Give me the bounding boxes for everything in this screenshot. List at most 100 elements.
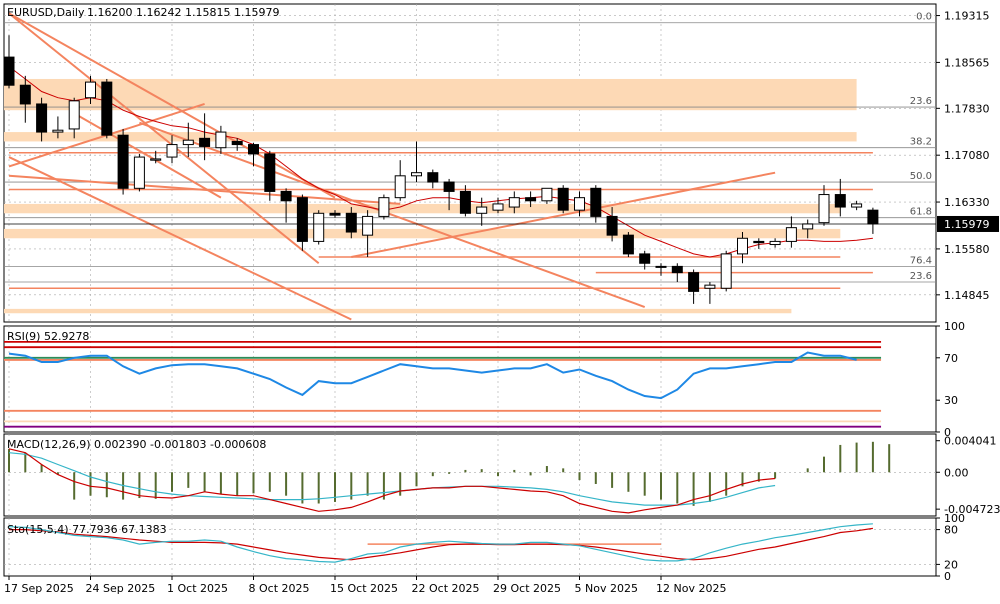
bullish-candle bbox=[362, 215, 374, 236]
trendlines bbox=[8, 12, 776, 321]
price-zone bbox=[4, 228, 841, 239]
bearish-candle bbox=[459, 190, 471, 214]
bullish-candle bbox=[769, 240, 781, 246]
macd-tick-label: 0.004041 bbox=[944, 435, 997, 448]
bearish-candle bbox=[590, 187, 602, 217]
sto-signal-line bbox=[9, 527, 873, 561]
rsi-tick-label: 100 bbox=[944, 320, 965, 333]
trendline bbox=[139, 121, 646, 308]
bearish-candle bbox=[688, 272, 700, 292]
bullish-candle bbox=[52, 129, 64, 133]
bullish-candle bbox=[394, 175, 406, 199]
y-tick-label: 1.17080 bbox=[944, 149, 990, 162]
bullish-candle bbox=[704, 284, 716, 289]
bullish-candle bbox=[68, 100, 80, 130]
sto-tick-label: 0 bbox=[944, 570, 951, 583]
trendline bbox=[8, 12, 336, 199]
bullish-candle bbox=[574, 197, 585, 211]
bullish-candle bbox=[476, 206, 488, 214]
x-tick-label: 22 Oct 2025 bbox=[412, 582, 480, 595]
fib-level-label: 23.6 bbox=[910, 271, 932, 282]
x-tick-label: 24 Sep 2025 bbox=[86, 582, 156, 595]
bullish-candle bbox=[492, 203, 504, 211]
macd-label: MACD(12,26,9) 0.002390 -0.001803 -0.0006… bbox=[7, 438, 266, 451]
rsi-line bbox=[8, 351, 857, 400]
bullish-candle bbox=[802, 223, 814, 230]
rsi-pane-frame bbox=[3, 325, 937, 433]
y-tick-label: 1.17830 bbox=[944, 102, 990, 115]
bearish-candle bbox=[199, 137, 211, 147]
current-price-marker: 1.15979 bbox=[4, 215, 999, 232]
bearish-candle bbox=[639, 253, 651, 264]
rsi-label: RSI(9) 52.9278 bbox=[7, 330, 89, 343]
x-tick-label: 12 Nov 2025 bbox=[656, 582, 726, 595]
y-tick-label: 1.19315 bbox=[944, 10, 990, 23]
bullish-candle bbox=[818, 194, 830, 224]
bearish-candle bbox=[19, 84, 31, 105]
price-zone bbox=[4, 203, 841, 214]
symbol-label: EURUSD,Daily bbox=[7, 6, 85, 19]
trendline bbox=[8, 156, 352, 321]
bearish-candle bbox=[329, 212, 341, 216]
y-tick-label: 1.16330 bbox=[944, 196, 990, 209]
macd-line bbox=[8, 448, 776, 514]
rsi-tick-label: 0 bbox=[944, 426, 951, 439]
macd-tick-label: -0.004723 bbox=[944, 503, 1000, 516]
sto-main-line bbox=[8, 523, 873, 563]
bullish-candle bbox=[655, 265, 667, 268]
bullish-candle bbox=[785, 227, 797, 242]
macd-pane-frame bbox=[3, 433, 937, 517]
support-resistance-zones bbox=[4, 78, 857, 314]
trendline bbox=[351, 171, 776, 259]
macd-pane[interactable] bbox=[8, 441, 891, 514]
bearish-candle bbox=[117, 134, 129, 189]
axis-labels: 17 Sep 2025 24 Sep 2025 1 Oct 2025 8 Oct 20… bbox=[4, 10, 1000, 595]
candles bbox=[3, 35, 879, 304]
price-pane[interactable]: 0.0 23.6 38.2 50.0 61.8 76.4 23.6 1.15979 bbox=[3, 12, 999, 321]
rsi-tick-label: 70 bbox=[944, 352, 958, 365]
x-tick-label: 17 Sep 2025 bbox=[4, 582, 74, 595]
bearish-candle bbox=[443, 181, 455, 192]
bearish-candle bbox=[248, 144, 259, 155]
pane-frames bbox=[3, 3, 937, 577]
bearish-candle bbox=[345, 212, 357, 233]
bearish-candle bbox=[231, 140, 243, 146]
fibonacci-levels: 0.0 23.6 38.2 50.0 61.8 76.4 23.6 bbox=[4, 12, 936, 283]
bullish-candle bbox=[378, 197, 390, 217]
fib-level-label: 38.2 bbox=[910, 137, 932, 148]
fib-level-label: 61.8 bbox=[910, 207, 932, 218]
y-tick-label: 1.14845 bbox=[944, 289, 990, 302]
moving-average-line bbox=[8, 66, 873, 258]
bearish-candle bbox=[606, 215, 618, 236]
y-tick-label: 1.18565 bbox=[944, 56, 990, 69]
bearish-candle bbox=[101, 81, 113, 136]
x-tick-label: 15 Oct 2025 bbox=[330, 582, 398, 595]
x-tick-label: 8 Oct 2025 bbox=[249, 582, 310, 595]
x-tick-label: 1 Oct 2025 bbox=[167, 582, 228, 595]
bearish-candle bbox=[753, 240, 765, 244]
bullish-candle bbox=[720, 253, 732, 289]
bearish-candle bbox=[427, 172, 439, 183]
bullish-candle bbox=[166, 144, 178, 158]
rsi-pane[interactable] bbox=[4, 340, 882, 428]
price-zone bbox=[4, 132, 857, 142]
bearish-candle bbox=[36, 103, 48, 133]
stochastic-pane[interactable] bbox=[8, 523, 873, 563]
trendline bbox=[8, 12, 320, 265]
horizontal-lines bbox=[9, 151, 873, 290]
bearish-candle bbox=[280, 190, 292, 202]
macd-signal-line bbox=[8, 452, 776, 506]
sto-tick-label: 80 bbox=[944, 524, 958, 537]
y-tick-label: 1.15580 bbox=[944, 243, 990, 256]
price-zone bbox=[4, 78, 857, 111]
current-price-tag bbox=[937, 215, 999, 232]
bearish-candle bbox=[525, 197, 537, 202]
bullish-candle bbox=[541, 187, 553, 202]
bearish-candle bbox=[264, 153, 276, 192]
ohlc-label: 1.16200 1.16242 1.15815 1.15979 bbox=[87, 6, 279, 19]
bullish-candle bbox=[182, 139, 194, 146]
price-zone bbox=[4, 308, 792, 314]
trendline bbox=[73, 112, 222, 199]
